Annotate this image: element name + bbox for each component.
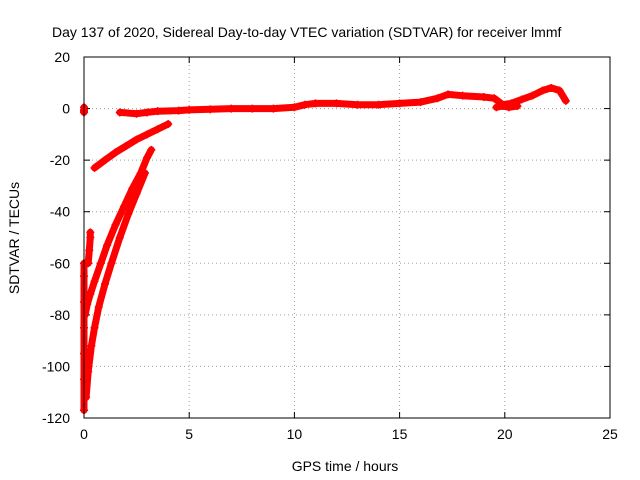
data-point [353, 100, 362, 109]
data-point [174, 106, 183, 115]
data-series [80, 83, 570, 415]
data-point [115, 233, 124, 242]
y-tick-label: -100 [42, 358, 70, 374]
data-point [87, 341, 96, 350]
data-point [143, 130, 152, 139]
y-tick-label: -80 [50, 307, 70, 323]
data-point [115, 108, 124, 117]
data-point [132, 189, 141, 198]
data-point [311, 99, 320, 108]
data-point [300, 100, 309, 109]
data-point [132, 109, 141, 118]
data-point [119, 202, 128, 211]
data-point [101, 279, 110, 288]
x-tick-label: 0 [80, 426, 88, 442]
data-point [111, 148, 120, 157]
data-point [141, 169, 150, 178]
data-point [103, 241, 112, 250]
data-point [86, 228, 95, 237]
data-point [124, 210, 133, 219]
data-point [269, 104, 278, 113]
data-point [147, 145, 156, 154]
data-point [332, 99, 341, 108]
data-point [164, 120, 173, 129]
data-point [498, 101, 507, 110]
y-tick-label: -20 [50, 152, 70, 168]
data-point [90, 163, 99, 172]
data-point [96, 259, 105, 268]
data-point [290, 103, 299, 112]
data-point [458, 91, 467, 100]
chart-title: Day 137 of 2020, Sidereal Day-to-day VTE… [52, 24, 561, 40]
data-point [111, 220, 120, 229]
data-point [492, 103, 501, 112]
x-tick-label: 15 [392, 426, 408, 442]
x-tick-label: 5 [185, 426, 193, 442]
data-point [490, 94, 499, 103]
data-point [101, 156, 110, 165]
data-point [227, 104, 236, 113]
data-point [395, 99, 404, 108]
data-point [85, 246, 94, 255]
data-point [547, 83, 556, 92]
series-line-arc-upper [91, 120, 172, 172]
data-point [153, 107, 162, 116]
data-point [153, 125, 162, 134]
data-point [443, 90, 452, 99]
data-point [185, 105, 194, 114]
data-point [84, 259, 93, 268]
x-tick-label: 25 [602, 426, 618, 442]
data-point [374, 100, 383, 109]
y-tick-label: 0 [62, 101, 70, 117]
data-point [90, 323, 99, 332]
x-axis-label: GPS time / hours [292, 458, 399, 474]
data-point [555, 86, 564, 95]
axis-ticks: 0 5 10 15 20 25 -120 -100 -80 -60 -40 -20 0 20 [42, 49, 618, 442]
data-point [86, 290, 95, 299]
data-point [513, 101, 522, 110]
data-point [122, 141, 131, 150]
data-point [107, 259, 116, 268]
data-point [132, 135, 141, 144]
data-point [94, 303, 103, 312]
plot-frame [83, 56, 611, 419]
data-point [479, 92, 488, 101]
data-point [416, 98, 425, 107]
y-axis-label: SDTVAR / TECUs [6, 182, 22, 294]
x-tick-label: 10 [287, 426, 303, 442]
data-point [433, 94, 442, 103]
y-tick-label: 20 [54, 49, 70, 65]
y-tick-label: -40 [50, 204, 70, 220]
y-tick-label: -120 [42, 410, 70, 426]
data-point [143, 108, 152, 117]
data-point [143, 153, 152, 162]
data-point [517, 95, 526, 104]
data-point [561, 96, 570, 105]
x-tick-label: 20 [497, 426, 513, 442]
data-point [248, 104, 257, 113]
data-point [206, 105, 215, 114]
y-tick-label: -60 [50, 255, 70, 271]
grid [84, 57, 610, 418]
data-point [538, 86, 547, 95]
data-point [90, 277, 99, 286]
data-point [528, 91, 537, 100]
data-point [505, 103, 514, 112]
